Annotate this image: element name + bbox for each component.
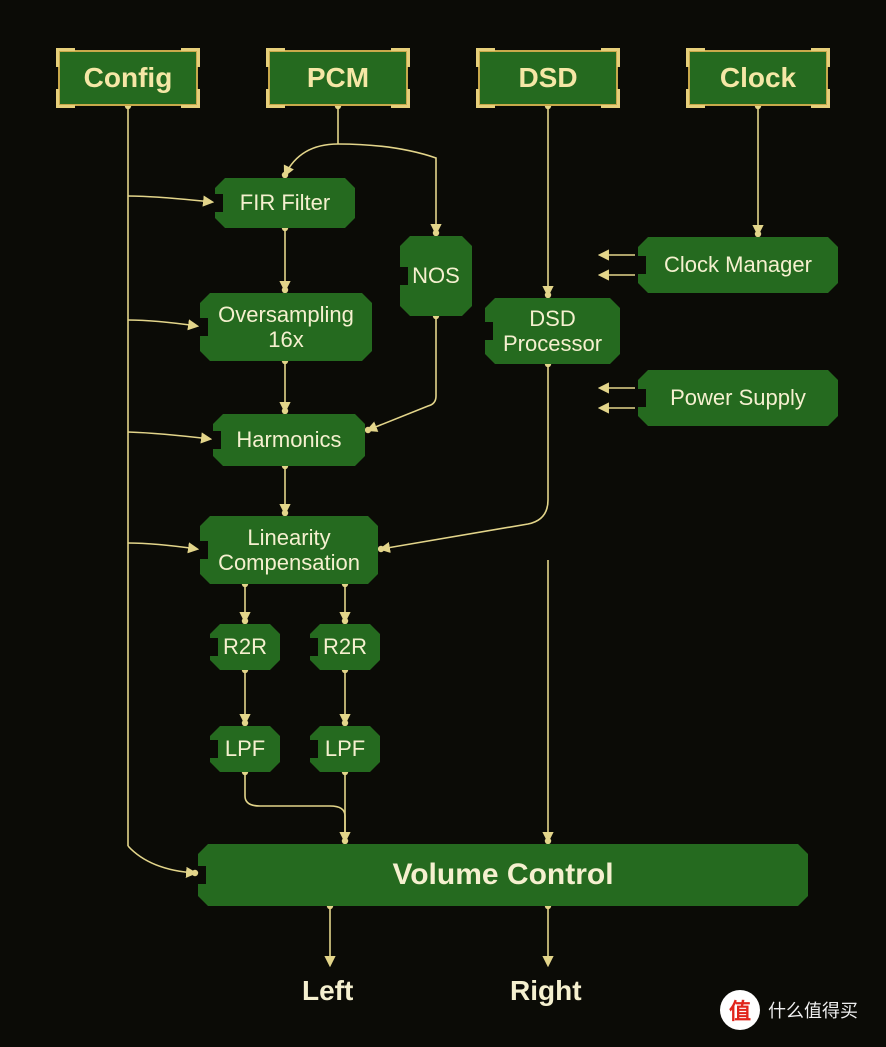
watermark-badge-icon: 值	[720, 990, 760, 1030]
node-r2r-left-label: R2R	[223, 634, 267, 659]
node-fir-label: FIR Filter	[240, 190, 330, 215]
edge-config-vol	[128, 846, 195, 873]
node-lpf-left: LPF	[210, 726, 280, 772]
node-dsd-processor-label: DSD Processor	[503, 306, 602, 357]
output-left: Left	[302, 975, 353, 1007]
node-volume-control: Volume Control	[198, 844, 808, 906]
edge-nos-harm	[368, 316, 436, 430]
diagram-stage: Config PCM DSD Clock FIR Filter NOS Over…	[0, 0, 886, 1047]
edge-config-lin	[128, 543, 197, 549]
edge-lpf-merge-l	[245, 772, 345, 841]
node-clock-label: Clock	[720, 62, 796, 94]
edge-config-os	[128, 320, 197, 326]
node-pcm: PCM	[268, 50, 408, 106]
node-fir-filter: FIR Filter	[215, 178, 355, 228]
node-r2r-left: R2R	[210, 624, 280, 670]
node-clock: Clock	[688, 50, 828, 106]
watermark: 值 什么值得买	[720, 990, 858, 1030]
node-power-supply: Power Supply	[638, 370, 838, 426]
edge-dsd-lin	[381, 364, 548, 549]
node-config: Config	[58, 50, 198, 106]
node-nos-label: NOS	[412, 263, 460, 288]
node-linearity-label: Linearity Compensation	[218, 525, 360, 576]
node-lpf-right-label: LPF	[325, 736, 365, 761]
node-lpf-right: LPF	[310, 726, 380, 772]
node-nos: NOS	[400, 236, 472, 316]
node-harmonics: Harmonics	[213, 414, 365, 466]
edge-config-fir	[128, 196, 212, 202]
edge-pcm-fir	[285, 144, 338, 175]
node-dsd-processor: DSD Processor	[485, 298, 620, 364]
node-clock-manager-label: Clock Manager	[664, 252, 812, 277]
node-pcm-label: PCM	[307, 62, 369, 94]
edge-config-harm	[128, 432, 210, 439]
node-linearity: Linearity Compensation	[200, 516, 378, 584]
node-lpf-left-label: LPF	[225, 736, 265, 761]
output-right: Right	[510, 975, 582, 1007]
node-oversampling: Oversampling 16x	[200, 293, 372, 361]
node-dsd-label: DSD	[518, 62, 577, 94]
node-r2r-right: R2R	[310, 624, 380, 670]
node-config-label: Config	[84, 62, 173, 94]
node-clock-manager: Clock Manager	[638, 237, 838, 293]
node-dsd: DSD	[478, 50, 618, 106]
node-harmonics-label: Harmonics	[236, 427, 341, 452]
node-r2r-right-label: R2R	[323, 634, 367, 659]
node-oversampling-label: Oversampling 16x	[218, 302, 354, 353]
node-power-supply-label: Power Supply	[670, 385, 806, 410]
node-volume-label: Volume Control	[392, 858, 613, 893]
watermark-text: 什么值得买	[768, 997, 858, 1023]
